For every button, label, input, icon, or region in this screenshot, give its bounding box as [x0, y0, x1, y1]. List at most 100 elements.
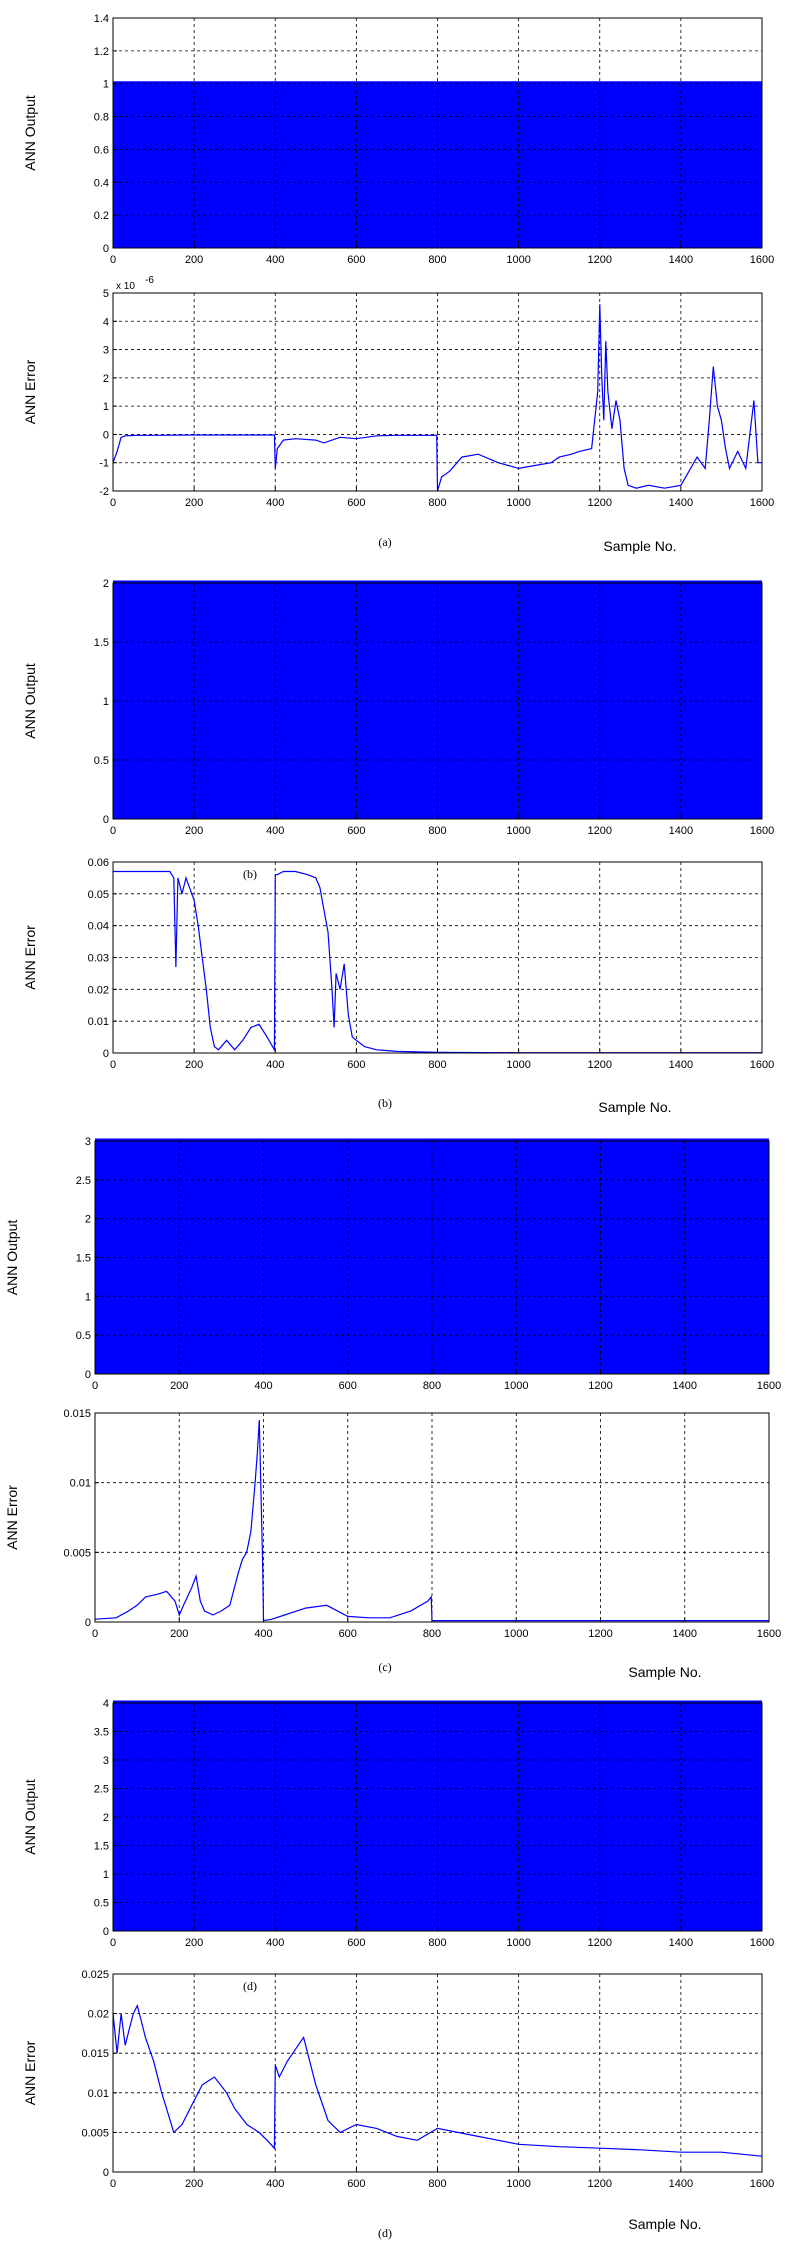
- x-axis-label: Sample No.: [628, 1664, 701, 1680]
- x-tick-label: 1400: [669, 1059, 693, 1071]
- y-tick-label: 0: [103, 814, 109, 826]
- y-tick-label: 0: [85, 1369, 91, 1381]
- x-tick-label: 400: [254, 1380, 272, 1392]
- x-tick-label: 400: [266, 825, 284, 837]
- x-tick-label: 1000: [506, 1059, 530, 1071]
- x-tick-label: 1200: [588, 497, 612, 509]
- y-tick-label: 0: [103, 429, 109, 441]
- x-tick-label: 800: [423, 1380, 441, 1392]
- chart-panel-8: 0 200 400 600 800 1000 1200 1400 1600 0 0.005 0.01 0…: [22, 1969, 774, 2240]
- y-tick-label: 3: [85, 1136, 91, 1148]
- y-tick-label: 4: [103, 1698, 109, 1710]
- x-tick-label: 1400: [669, 254, 693, 266]
- y-tick-label: 1: [103, 401, 109, 413]
- x-tick-label: 1600: [750, 254, 774, 266]
- y-tick-label: 0: [103, 1926, 109, 1938]
- x-tick-label: 0: [110, 1059, 116, 1071]
- x-tick-label: 1600: [750, 497, 774, 509]
- error-series-line: [112, 304, 762, 492]
- y-tick-label: -2: [99, 486, 109, 498]
- x-tick-label: 1000: [506, 1937, 530, 1949]
- y-tick-label: 5: [103, 288, 109, 300]
- y-tick-label: 1.2: [94, 46, 109, 58]
- x-tick-label: 400: [266, 254, 284, 266]
- y-tick-label: 1: [85, 1291, 91, 1303]
- y-tick-label: 2.5: [76, 1175, 91, 1187]
- y-tick-label: 1.5: [76, 1253, 91, 1265]
- y-axis-label: ANN Output: [4, 1220, 20, 1296]
- x-tick-label: 1200: [588, 1380, 612, 1392]
- chart-panel-7: 0 200 400 600 800 1000 1200 1400 1600 0 0.5 1 1.5 2 2.…: [22, 1698, 774, 1949]
- x-tick-label: 0: [110, 1937, 116, 1949]
- y-tick-label: 0.02: [88, 2009, 109, 2021]
- y-tick-label: 0.005: [81, 2127, 109, 2139]
- y-tick-label: 0.03: [88, 953, 109, 965]
- x-tick-label: 1000: [506, 2178, 530, 2190]
- x-tick-label: 600: [347, 1059, 365, 1071]
- x-tick-label: 1600: [750, 825, 774, 837]
- y-tick-label: 2: [103, 373, 109, 385]
- y-tick-label: 0.05: [88, 889, 109, 901]
- chart-panel-3: 0 200 400 600 800 1000 1200 1400 1600 0 0.5 1 1.5 2 AN…: [22, 578, 774, 837]
- y-tick-label: 1: [103, 79, 109, 91]
- x-tick-label: 1600: [750, 2178, 774, 2190]
- exponent-label: x 10: [116, 281, 135, 292]
- y-axis-label: ANN Output: [22, 1779, 38, 1855]
- y-tick-label: 0.015: [63, 1408, 91, 1420]
- x-axis-label: Sample No.: [628, 2216, 701, 2232]
- y-axis-label: ANN Error: [22, 2040, 38, 2105]
- x-tick-label: 800: [423, 1628, 441, 1640]
- chart-panel-4: 0 200 400 600 800 1000 1200 1400 1600 0 0.01 0.02 0.…: [22, 857, 774, 1115]
- error-series-line: [113, 870, 762, 1054]
- x-tick-label: 1200: [588, 254, 612, 266]
- x-tick-label: 600: [347, 1937, 365, 1949]
- x-tick-label: 1400: [669, 497, 693, 509]
- exponent-power: -6: [145, 275, 154, 286]
- chart-panel-2: 0 200 400 600 800 1000 1200 1400 1600 -2 -1 0 1 2 3 4 5x…: [22, 275, 774, 554]
- y-tick-label: 0.02: [88, 984, 109, 996]
- y-tick-label: 0: [85, 1617, 91, 1629]
- y-axis-label: ANN Error: [22, 925, 38, 990]
- x-tick-label: 0: [110, 254, 116, 266]
- y-tick-label: 2: [103, 1812, 109, 1824]
- x-tick-label: 600: [347, 825, 365, 837]
- error-series-line: [94, 1419, 769, 1622]
- x-tick-label: 600: [339, 1628, 357, 1640]
- inset-label: (d): [243, 1979, 257, 1993]
- x-tick-label: 1000: [506, 497, 530, 509]
- y-tick-label: 2.5: [94, 1784, 109, 1796]
- y-tick-label: 3: [103, 1755, 109, 1767]
- x-tick-label: 200: [185, 497, 203, 509]
- y-tick-label: 4: [103, 316, 109, 328]
- chart-panel-1: 0 200 400 600 800 1000 1200 1400 1600 0 0.2 0.4 0.6 0…: [22, 13, 774, 266]
- x-tick-label: 200: [185, 254, 203, 266]
- x-tick-label: 1200: [588, 1059, 612, 1071]
- y-tick-label: 0.2: [94, 210, 109, 222]
- output-fill-area: [113, 83, 762, 248]
- x-tick-label: 1000: [504, 1628, 528, 1640]
- chart-panel-5: 0 200 400 600 800 1000 1200 1400 1600 0 0.5 1 1.5 2 2.…: [4, 1136, 781, 1392]
- y-tick-label: 1.4: [94, 13, 109, 25]
- x-tick-label: 1000: [506, 254, 530, 266]
- x-tick-label: 1200: [588, 1937, 612, 1949]
- x-tick-label: 200: [185, 825, 203, 837]
- y-tick-label: 0.8: [94, 112, 109, 124]
- x-tick-label: 1400: [669, 2178, 693, 2190]
- y-tick-label: 3.5: [94, 1727, 109, 1739]
- x-tick-label: 400: [266, 497, 284, 509]
- y-tick-label: 1: [103, 1869, 109, 1881]
- x-tick-label: 600: [347, 254, 365, 266]
- x-tick-label: 1200: [588, 1628, 612, 1640]
- x-axis-label: Sample No.: [598, 1099, 671, 1115]
- x-tick-label: 200: [185, 1059, 203, 1071]
- y-tick-label: 0.005: [63, 1547, 91, 1559]
- x-tick-label: 1400: [669, 1937, 693, 1949]
- x-tick-label: 400: [266, 1059, 284, 1071]
- x-tick-label: 1400: [669, 825, 693, 837]
- x-tick-label: 800: [428, 825, 446, 837]
- x-tick-label: 600: [347, 497, 365, 509]
- y-tick-label: 0: [103, 1048, 109, 1060]
- x-tick-label: 1000: [506, 825, 530, 837]
- y-axis-label: ANN Error: [4, 1485, 20, 1550]
- x-tick-label: 200: [170, 1628, 188, 1640]
